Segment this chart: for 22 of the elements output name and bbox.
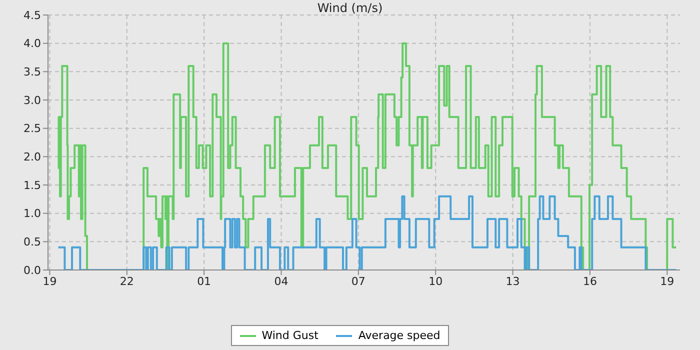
y-tick-label: 2.5 bbox=[24, 122, 41, 136]
x-tick-label: 07 bbox=[351, 274, 366, 288]
y-tick-label: 3.5 bbox=[24, 66, 41, 79]
y-tick-label: 4.0 bbox=[24, 37, 41, 50]
x-tick-label: 01 bbox=[197, 274, 212, 288]
y-tick-label: 2.0 bbox=[24, 150, 41, 164]
y-tick-label: 1.0 bbox=[24, 207, 41, 220]
y-tick-label: 1.5 bbox=[24, 178, 41, 192]
x-tick-label: 22 bbox=[120, 274, 134, 288]
chart-title: Wind (m/s) bbox=[317, 1, 383, 15]
legend-label: Average speed bbox=[358, 329, 440, 342]
x-tick-label: 16 bbox=[582, 274, 597, 288]
x-tick-label: 10 bbox=[428, 274, 443, 288]
y-tick-label: 0.5 bbox=[24, 236, 41, 249]
x-tick-label: 04 bbox=[274, 274, 288, 288]
y-tick-label: 4.5 bbox=[24, 8, 41, 22]
legend-label: Wind Gust bbox=[262, 329, 318, 342]
y-tick-label: 3.0 bbox=[24, 94, 41, 107]
x-tick-label: 19 bbox=[42, 274, 57, 288]
x-tick-label: 19 bbox=[660, 274, 674, 288]
x-tick-label: 13 bbox=[506, 274, 520, 288]
y-tick-label: 0.0 bbox=[24, 264, 41, 277]
